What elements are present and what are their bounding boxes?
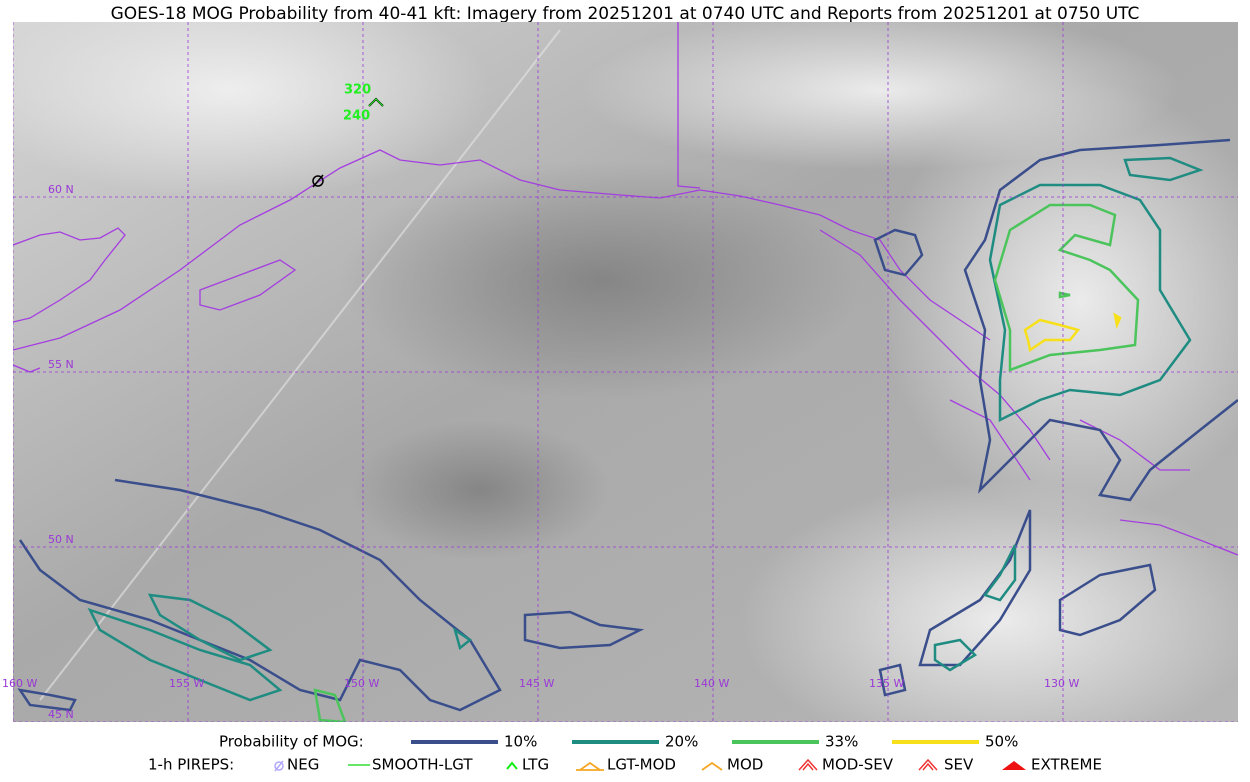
- lat-label: 55 N: [48, 358, 74, 371]
- contrail: [39, 29, 561, 701]
- pirep-symbol: [798, 758, 818, 771]
- lon-label: 160 W: [2, 677, 37, 690]
- map-labels: 60 N 55 N 50 N 45 N 160 W 155 W 150 W 145 W 140 …: [2, 83, 1079, 722]
- lon-label: 150 W: [344, 677, 379, 690]
- lat-label: 60 N: [48, 183, 74, 196]
- map: [13, 22, 1238, 722]
- pirep-neg: [312, 175, 324, 187]
- legend-entry: 20%: [665, 733, 698, 751]
- legend-entry: LGT-MOD: [607, 756, 676, 774]
- lon-label: 145 W: [519, 677, 554, 690]
- legend-entry: 10%: [504, 733, 537, 751]
- lon-label: 135 W: [869, 677, 904, 690]
- pirep-symbol: [701, 761, 723, 771]
- dry-slot: [340, 160, 860, 400]
- lon-label: 140 W: [694, 677, 729, 690]
- lon-label: 155 W: [169, 677, 204, 690]
- legend-label: Probability of MOG:: [219, 733, 364, 751]
- pirep-symbol: [918, 758, 938, 771]
- legend-entry: 33%: [825, 733, 858, 751]
- graticule: [13, 22, 1238, 722]
- legend-entry: 50%: [985, 733, 1018, 751]
- legend: Probability of MOG: 10% 20% 33% 50% 1-h PIREP…: [148, 733, 1102, 774]
- vortex: [350, 420, 610, 560]
- contour-33: [313, 203, 1140, 722]
- contour-50: [1023, 312, 1122, 353]
- lon-label: 130 W: [1044, 677, 1079, 690]
- cloud: [740, 480, 1238, 722]
- lat-label: 45 N: [48, 708, 74, 721]
- lat-label: 50 N: [48, 533, 74, 546]
- legend-entry: LTG: [522, 756, 549, 774]
- pirep-symbol: [274, 760, 284, 772]
- legend-entry: MOD: [727, 756, 763, 774]
- pirep-ltg: [312, 97, 384, 188]
- cloud: [13, 22, 490, 200]
- pirep-symbol: [506, 761, 518, 770]
- legend-label: 1-h PIREPS:: [148, 756, 234, 774]
- legend-entry: SMOOTH-LGT: [372, 756, 473, 774]
- pirep-symbol: [1002, 761, 1026, 770]
- contour-10: [17, 138, 1238, 712]
- cloud: [580, 22, 1180, 170]
- pirep-symbol: [576, 761, 604, 771]
- legend-entry: EXTREME: [1031, 756, 1102, 774]
- title: GOES-18 MOG Probability from 40-41 kft: …: [111, 4, 1140, 24]
- legend-entry: NEG: [287, 756, 319, 774]
- legend-entry: SEV: [944, 756, 974, 774]
- contour-20: [87, 156, 1204, 702]
- pirep-altitude: 240: [343, 109, 370, 124]
- legend-entry: MOD-SEV: [822, 756, 894, 774]
- pirep-altitude: 320: [344, 83, 371, 98]
